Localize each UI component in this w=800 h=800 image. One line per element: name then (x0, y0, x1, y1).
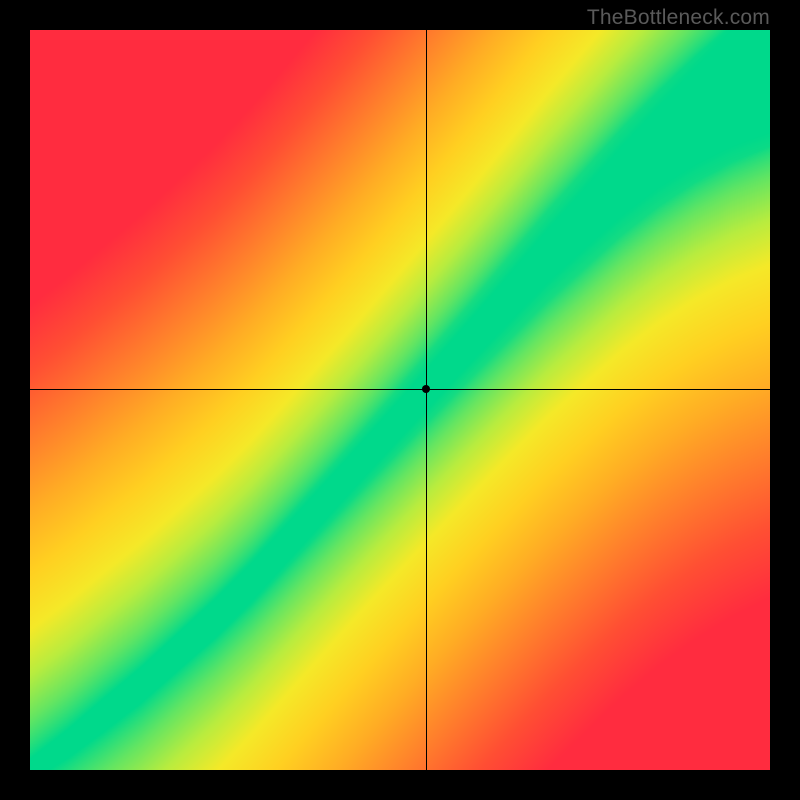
crosshair-point (422, 385, 430, 393)
chart-container: TheBottleneck.com (0, 0, 800, 800)
watermark-label: TheBottleneck.com (587, 6, 770, 30)
heatmap-canvas (30, 30, 770, 770)
crosshair-vertical (426, 30, 427, 770)
crosshair-horizontal (30, 389, 770, 390)
